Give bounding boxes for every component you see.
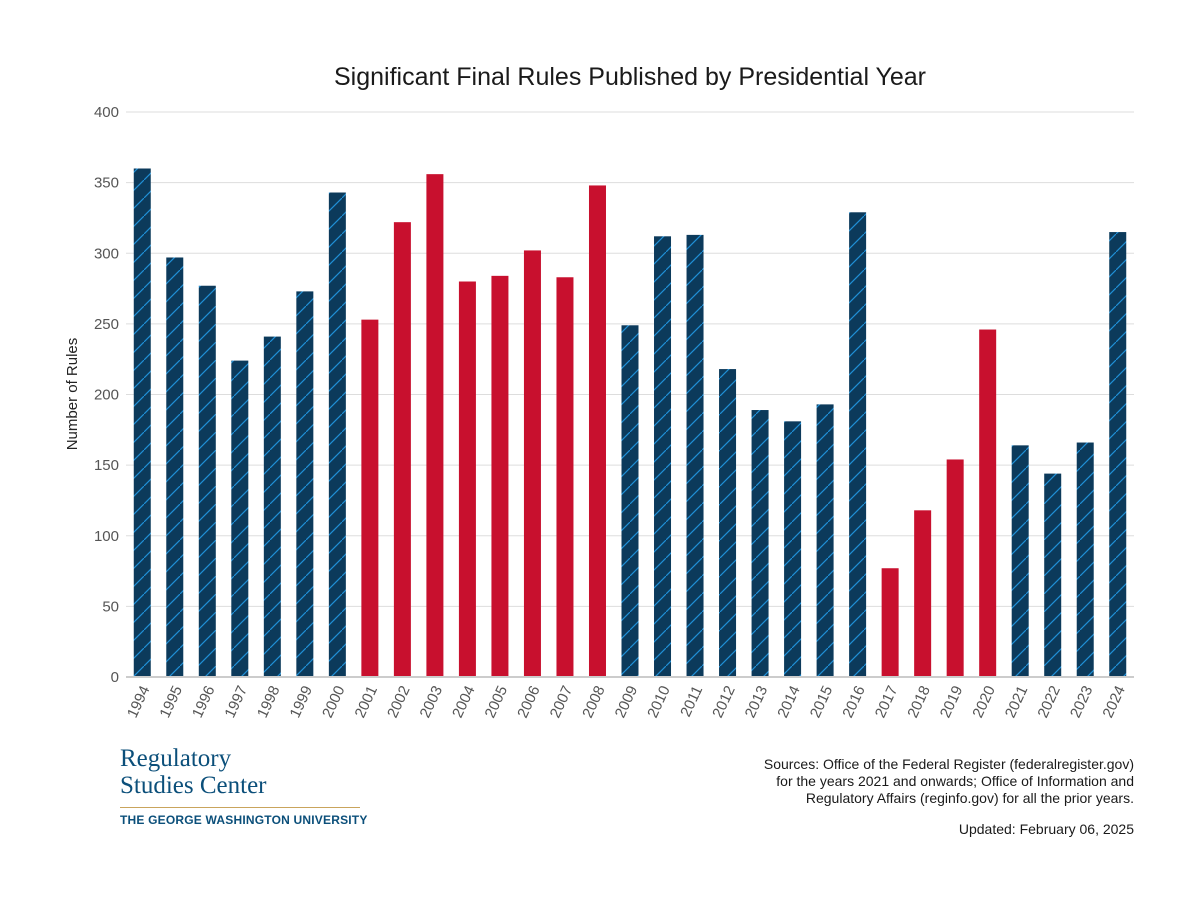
bar-2005 <box>491 275 509 677</box>
bar-2006 <box>523 250 541 678</box>
bar-2024 <box>1109 232 1127 677</box>
chart-title: Significant Final Rules Published by Pre… <box>334 63 926 91</box>
bar-2022 <box>1044 473 1062 677</box>
bar-2011 <box>686 234 704 677</box>
y-tick-label: 200 <box>94 387 119 404</box>
bar-2001 <box>361 319 379 677</box>
x-tick-label: 1994 <box>124 683 154 720</box>
bar-2013 <box>751 410 769 677</box>
x-tick-label: 2021 <box>1002 683 1032 720</box>
bar-2000 <box>328 192 346 677</box>
x-tick-label: 1997 <box>222 683 252 720</box>
bar-2007 <box>556 277 574 677</box>
y-tick-label: 150 <box>94 457 119 474</box>
bar-2017 <box>881 568 899 677</box>
bar-1994 <box>133 168 151 677</box>
y-tick-label: 250 <box>94 316 119 333</box>
y-axis-label: Number of Rules <box>64 338 81 451</box>
x-tick-label: 2018 <box>904 683 934 720</box>
bar-chart: Significant Final Rules Published by Pre… <box>64 63 1134 721</box>
bar-2004 <box>458 281 476 677</box>
x-tick-label: 2017 <box>872 683 902 720</box>
bar-2023 <box>1076 442 1094 677</box>
bar-2014 <box>784 421 802 677</box>
y-tick-label: 350 <box>94 175 119 192</box>
logo-university: THE GEORGE WASHINGTON UNIVERSITY <box>120 813 368 827</box>
updated-date: Updated: February 06, 2025 <box>958 821 1134 837</box>
sources-line-1: Sources: Office of the Federal Register … <box>763 756 1134 772</box>
bar-1995 <box>166 257 184 677</box>
y-tick-label: 300 <box>94 245 119 262</box>
x-tick-label: 2001 <box>352 683 382 720</box>
logo-divider <box>120 807 360 808</box>
x-tick-label: 2020 <box>969 683 999 720</box>
bar-2018 <box>914 510 932 677</box>
x-tick-label: 2000 <box>319 683 349 720</box>
x-tick-label: 2009 <box>612 683 642 720</box>
x-tick-label: 2010 <box>644 683 674 720</box>
x-tick-label: 1995 <box>156 683 186 720</box>
bar-1998 <box>263 336 281 677</box>
bar-2020 <box>979 329 997 677</box>
x-tick-label: 1996 <box>189 683 219 720</box>
rsc-logo: Regulatory Studies Center THE GEORGE WAS… <box>120 745 368 827</box>
bar-2002 <box>393 222 411 678</box>
y-tick-label: 100 <box>94 528 119 545</box>
x-tick-label: 2024 <box>1099 683 1129 720</box>
sources-line-2: for the years 2021 and onwards; Office o… <box>776 773 1134 789</box>
y-tick-label: 0 <box>111 669 119 686</box>
x-tick-label: 2022 <box>1034 683 1064 720</box>
bar-2016 <box>849 212 867 677</box>
logo-line-1: Regulatory <box>120 745 232 772</box>
x-tick-label: 2023 <box>1067 683 1097 720</box>
bar-2008 <box>588 185 606 677</box>
bar-2012 <box>719 369 737 677</box>
bar-2015 <box>816 404 834 677</box>
bars <box>133 168 1127 678</box>
y-tick-label: 400 <box>94 104 119 121</box>
x-tick-label: 2019 <box>937 683 967 720</box>
x-tick-label: 2006 <box>514 683 544 720</box>
bar-1997 <box>231 360 249 677</box>
y-tick-label: 50 <box>102 598 119 615</box>
bar-2010 <box>654 236 672 678</box>
x-tick-label: 2016 <box>839 683 869 720</box>
bar-1996 <box>198 285 216 677</box>
x-tick-label: 2015 <box>807 683 837 720</box>
x-tick-label: 2011 <box>677 683 706 719</box>
x-tick-label: 2004 <box>449 683 479 720</box>
bar-2003 <box>426 174 444 677</box>
x-tick-label: 1998 <box>254 683 284 720</box>
logo-line-2: Studies Center <box>120 772 267 799</box>
x-tick-label: 2008 <box>579 683 609 720</box>
bar-2021 <box>1011 445 1029 677</box>
x-tick-label: 2003 <box>417 683 447 720</box>
x-tick-label: 2002 <box>384 683 414 720</box>
x-tick-label: 2007 <box>547 683 577 720</box>
bar-2019 <box>946 459 964 677</box>
sources-note: Sources: Office of the Federal Register … <box>764 756 1134 807</box>
bar-2009 <box>621 325 639 677</box>
sources-line-3: Regulatory Affairs (reginfo.gov) for all… <box>805 790 1134 806</box>
axes: 0 50 100 150 200 250 300 350 400 1994 1995 1996 1997… <box>94 104 1134 721</box>
x-tick-label: 2012 <box>709 683 739 720</box>
x-tick-label: 2014 <box>774 683 804 720</box>
x-tick-label: 1999 <box>287 683 317 720</box>
x-tick-label: 2013 <box>742 683 772 720</box>
bar-1999 <box>296 291 314 677</box>
x-tick-label: 2005 <box>482 683 512 720</box>
